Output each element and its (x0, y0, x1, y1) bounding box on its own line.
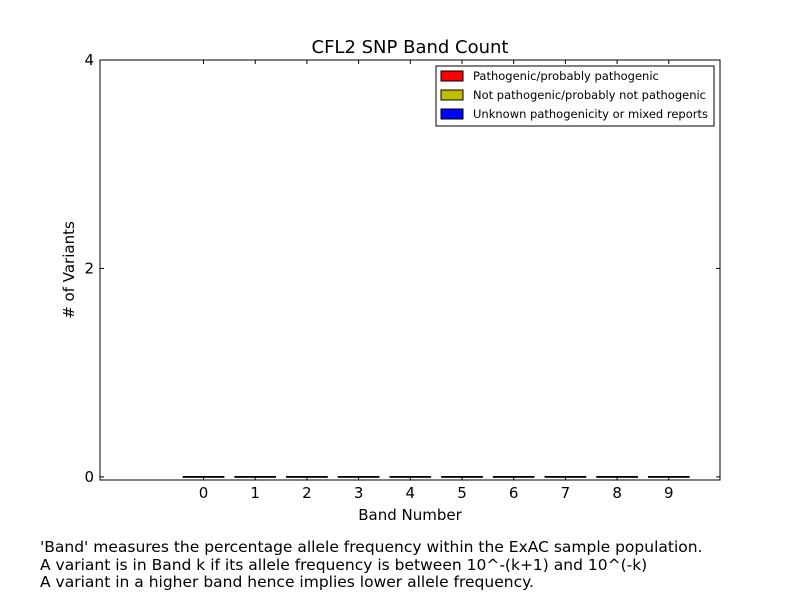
caption: 'Band' measures the percentage allele fr… (40, 538, 703, 592)
legend: Pathogenic/probably pathogenic Not pathog… (435, 65, 715, 127)
band-count-chart: CFL2 SNP Band Count 0 1 2 3 4 5 6 7 8 9 0 2 4 Band … (60, 37, 721, 524)
y-axis-ticks: 0 2 4 (84, 51, 720, 486)
x-tick-label: 4 (406, 484, 416, 502)
x-tick-label: 3 (354, 484, 364, 502)
x-axis-ticks: 0 1 2 3 4 5 6 7 8 9 (199, 60, 674, 502)
chart-title: CFL2 SNP Band Count (312, 37, 509, 58)
legend-swatch (440, 89, 464, 101)
y-tick-label: 4 (84, 51, 94, 69)
caption-line-3: A variant in a higher band hence implies… (40, 573, 534, 591)
x-tick-label: 6 (509, 484, 519, 502)
x-tick-label: 0 (199, 484, 209, 502)
caption-line-2: A variant is in Band k if its allele fre… (40, 555, 648, 574)
legend-box (435, 65, 715, 127)
caption-line-1: 'Band' measures the percentage allele fr… (40, 538, 703, 556)
x-tick-label: 7 (561, 484, 571, 502)
x-axis-label: Band Number (358, 506, 462, 524)
legend-swatch (440, 108, 464, 120)
y-axis-label: # of Variants (60, 221, 78, 319)
legend-label: Not pathogenic/probably not pathogenic (473, 88, 706, 102)
y-tick-label: 2 (84, 259, 94, 277)
x-tick-label: 2 (302, 484, 312, 502)
x-tick-label: 5 (457, 484, 467, 502)
x-tick-label: 8 (612, 484, 622, 502)
legend-label: Unknown pathogenicity or mixed reports (473, 107, 708, 121)
legend-label: Pathogenic/probably pathogenic (473, 69, 659, 83)
legend-swatch (440, 70, 464, 82)
y-tick-label: 0 (84, 468, 94, 486)
x-tick-label: 1 (250, 484, 260, 502)
x-tick-label: 9 (664, 484, 674, 502)
